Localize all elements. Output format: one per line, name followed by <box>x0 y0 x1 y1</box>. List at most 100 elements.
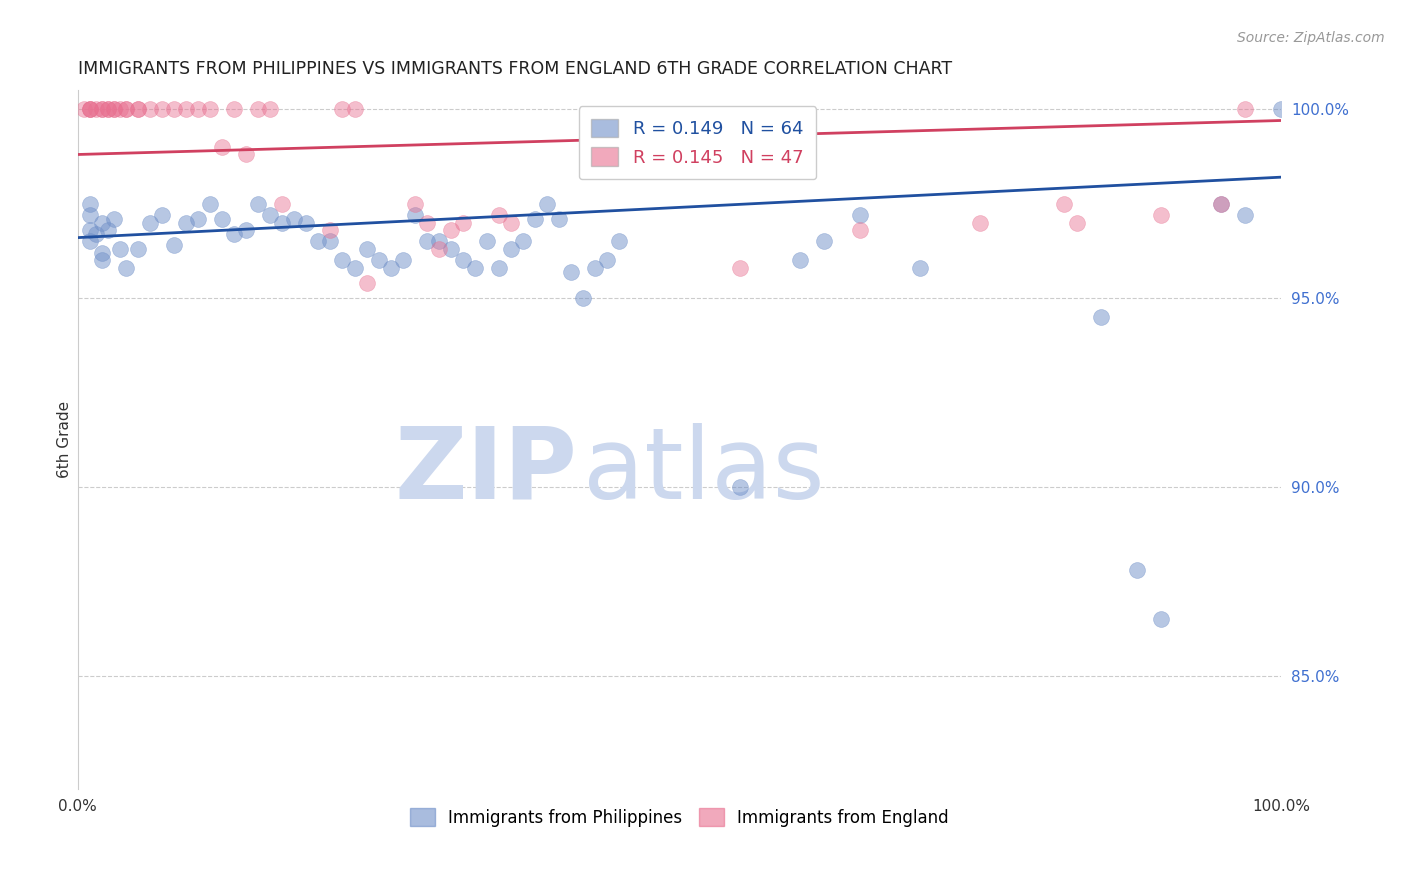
Point <box>163 238 186 252</box>
Point <box>198 196 221 211</box>
Point <box>271 215 294 229</box>
Point <box>187 102 209 116</box>
Point <box>150 208 173 222</box>
Point <box>849 208 872 222</box>
Point <box>536 196 558 211</box>
Point <box>127 102 149 116</box>
Point <box>969 215 991 229</box>
Point <box>813 235 835 249</box>
Point <box>247 102 270 116</box>
Point <box>1150 612 1173 626</box>
Point <box>451 215 474 229</box>
Point <box>224 227 246 241</box>
Point <box>307 235 329 249</box>
Point <box>499 215 522 229</box>
Point <box>1090 310 1112 324</box>
Point <box>259 102 281 116</box>
Point <box>79 102 101 116</box>
Y-axis label: 6th Grade: 6th Grade <box>58 401 72 478</box>
Point <box>224 102 246 116</box>
Point <box>1125 563 1147 577</box>
Point <box>79 235 101 249</box>
Point <box>174 215 197 229</box>
Text: Source: ZipAtlas.com: Source: ZipAtlas.com <box>1237 31 1385 45</box>
Point <box>319 235 342 249</box>
Text: atlas: atlas <box>583 423 825 520</box>
Point <box>524 211 547 226</box>
Point <box>908 260 931 275</box>
Point <box>115 102 138 116</box>
Point <box>79 102 101 116</box>
Point <box>79 196 101 211</box>
Point <box>79 208 101 222</box>
Point <box>440 242 463 256</box>
Point <box>499 242 522 256</box>
Point <box>97 102 120 116</box>
Point <box>103 102 125 116</box>
Point <box>332 253 354 268</box>
Point <box>440 223 463 237</box>
Point <box>90 102 112 116</box>
Text: IMMIGRANTS FROM PHILIPPINES VS IMMIGRANTS FROM ENGLAND 6TH GRADE CORRELATION CHA: IMMIGRANTS FROM PHILIPPINES VS IMMIGRANT… <box>77 60 952 78</box>
Point <box>728 260 751 275</box>
Point <box>475 235 498 249</box>
Point <box>271 196 294 211</box>
Point <box>427 242 450 256</box>
Point <box>1270 102 1292 116</box>
Text: ZIP: ZIP <box>394 423 576 520</box>
Point <box>343 102 366 116</box>
Point <box>1066 215 1088 229</box>
Point <box>73 102 96 116</box>
Point <box>84 227 107 241</box>
Point <box>103 211 125 226</box>
Point <box>198 102 221 116</box>
Point <box>187 211 209 226</box>
Point <box>211 211 233 226</box>
Point <box>427 235 450 249</box>
Point <box>283 211 305 226</box>
Point <box>295 215 318 229</box>
Point <box>90 215 112 229</box>
Point <box>108 102 131 116</box>
Point <box>560 265 582 279</box>
Point <box>332 102 354 116</box>
Point <box>90 245 112 260</box>
Point <box>572 291 595 305</box>
Point <box>789 253 811 268</box>
Point <box>512 235 534 249</box>
Point <box>1209 196 1232 211</box>
Point <box>97 223 120 237</box>
Point <box>367 253 389 268</box>
Point <box>247 196 270 211</box>
Point <box>356 276 378 290</box>
Point <box>259 208 281 222</box>
Point <box>380 260 402 275</box>
Point <box>108 242 131 256</box>
Point <box>79 223 101 237</box>
Point <box>211 140 233 154</box>
Point <box>415 215 437 229</box>
Point <box>97 102 120 116</box>
Point <box>404 208 426 222</box>
Point <box>103 102 125 116</box>
Point <box>548 211 571 226</box>
Point <box>728 480 751 494</box>
Point <box>115 260 138 275</box>
Point <box>1233 102 1256 116</box>
Point <box>150 102 173 116</box>
Point <box>139 215 162 229</box>
Point <box>1150 208 1173 222</box>
Point <box>607 235 630 249</box>
Point <box>84 102 107 116</box>
Point <box>451 253 474 268</box>
Point <box>583 260 606 275</box>
Point <box>115 102 138 116</box>
Point <box>139 102 162 116</box>
Point <box>235 147 257 161</box>
Point <box>849 223 872 237</box>
Point <box>1209 196 1232 211</box>
Point <box>90 102 112 116</box>
Point <box>127 102 149 116</box>
Point <box>596 253 619 268</box>
Point <box>1053 196 1076 211</box>
